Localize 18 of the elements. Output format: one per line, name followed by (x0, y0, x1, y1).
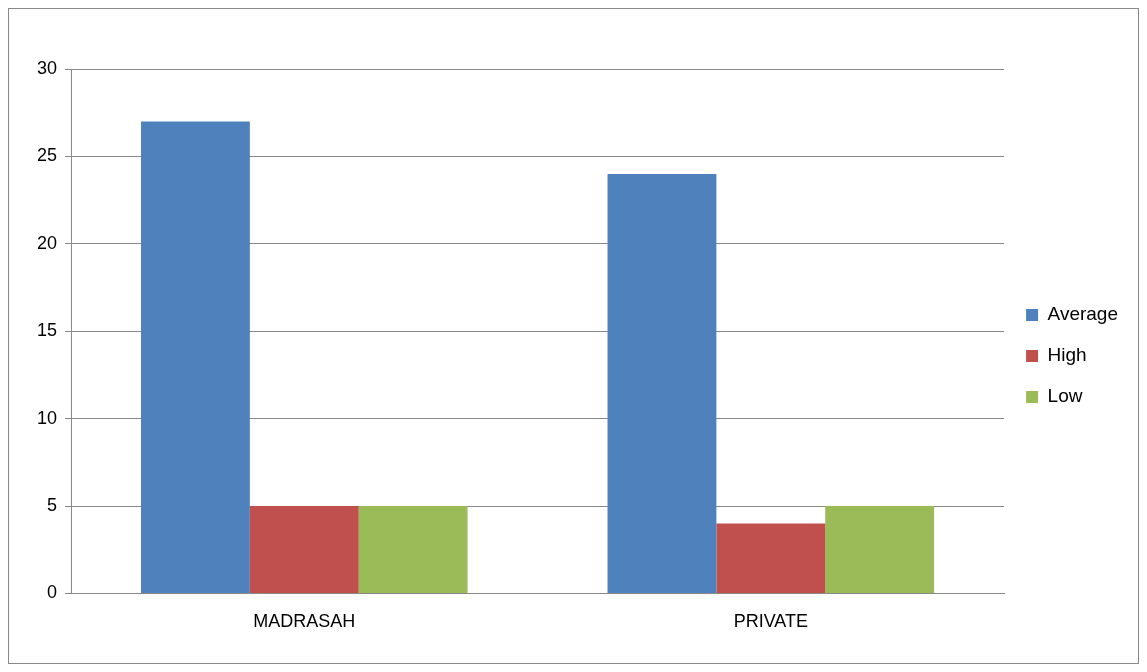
y-tick-label: 15 (36, 320, 58, 341)
legend-label: High (1047, 344, 1087, 366)
y-tick-label: 10 (36, 407, 58, 428)
y-tick-label: 30 (36, 57, 58, 78)
bar (141, 121, 250, 593)
bar (358, 506, 468, 593)
y-tick-label: 25 (36, 145, 58, 166)
y-tick-label: 20 (36, 232, 58, 253)
y-tick-label: 5 (47, 494, 58, 515)
bar (825, 506, 935, 593)
bar (249, 506, 359, 593)
bar (716, 523, 826, 593)
y-tick-label: 0 (47, 582, 58, 603)
x-tick-label: MADRASAH (253, 611, 356, 632)
legend-label: Average (1047, 303, 1119, 325)
x-tick-label: PRIVATE (733, 611, 808, 632)
legend-label: Low (1047, 385, 1083, 407)
bar (607, 173, 717, 593)
